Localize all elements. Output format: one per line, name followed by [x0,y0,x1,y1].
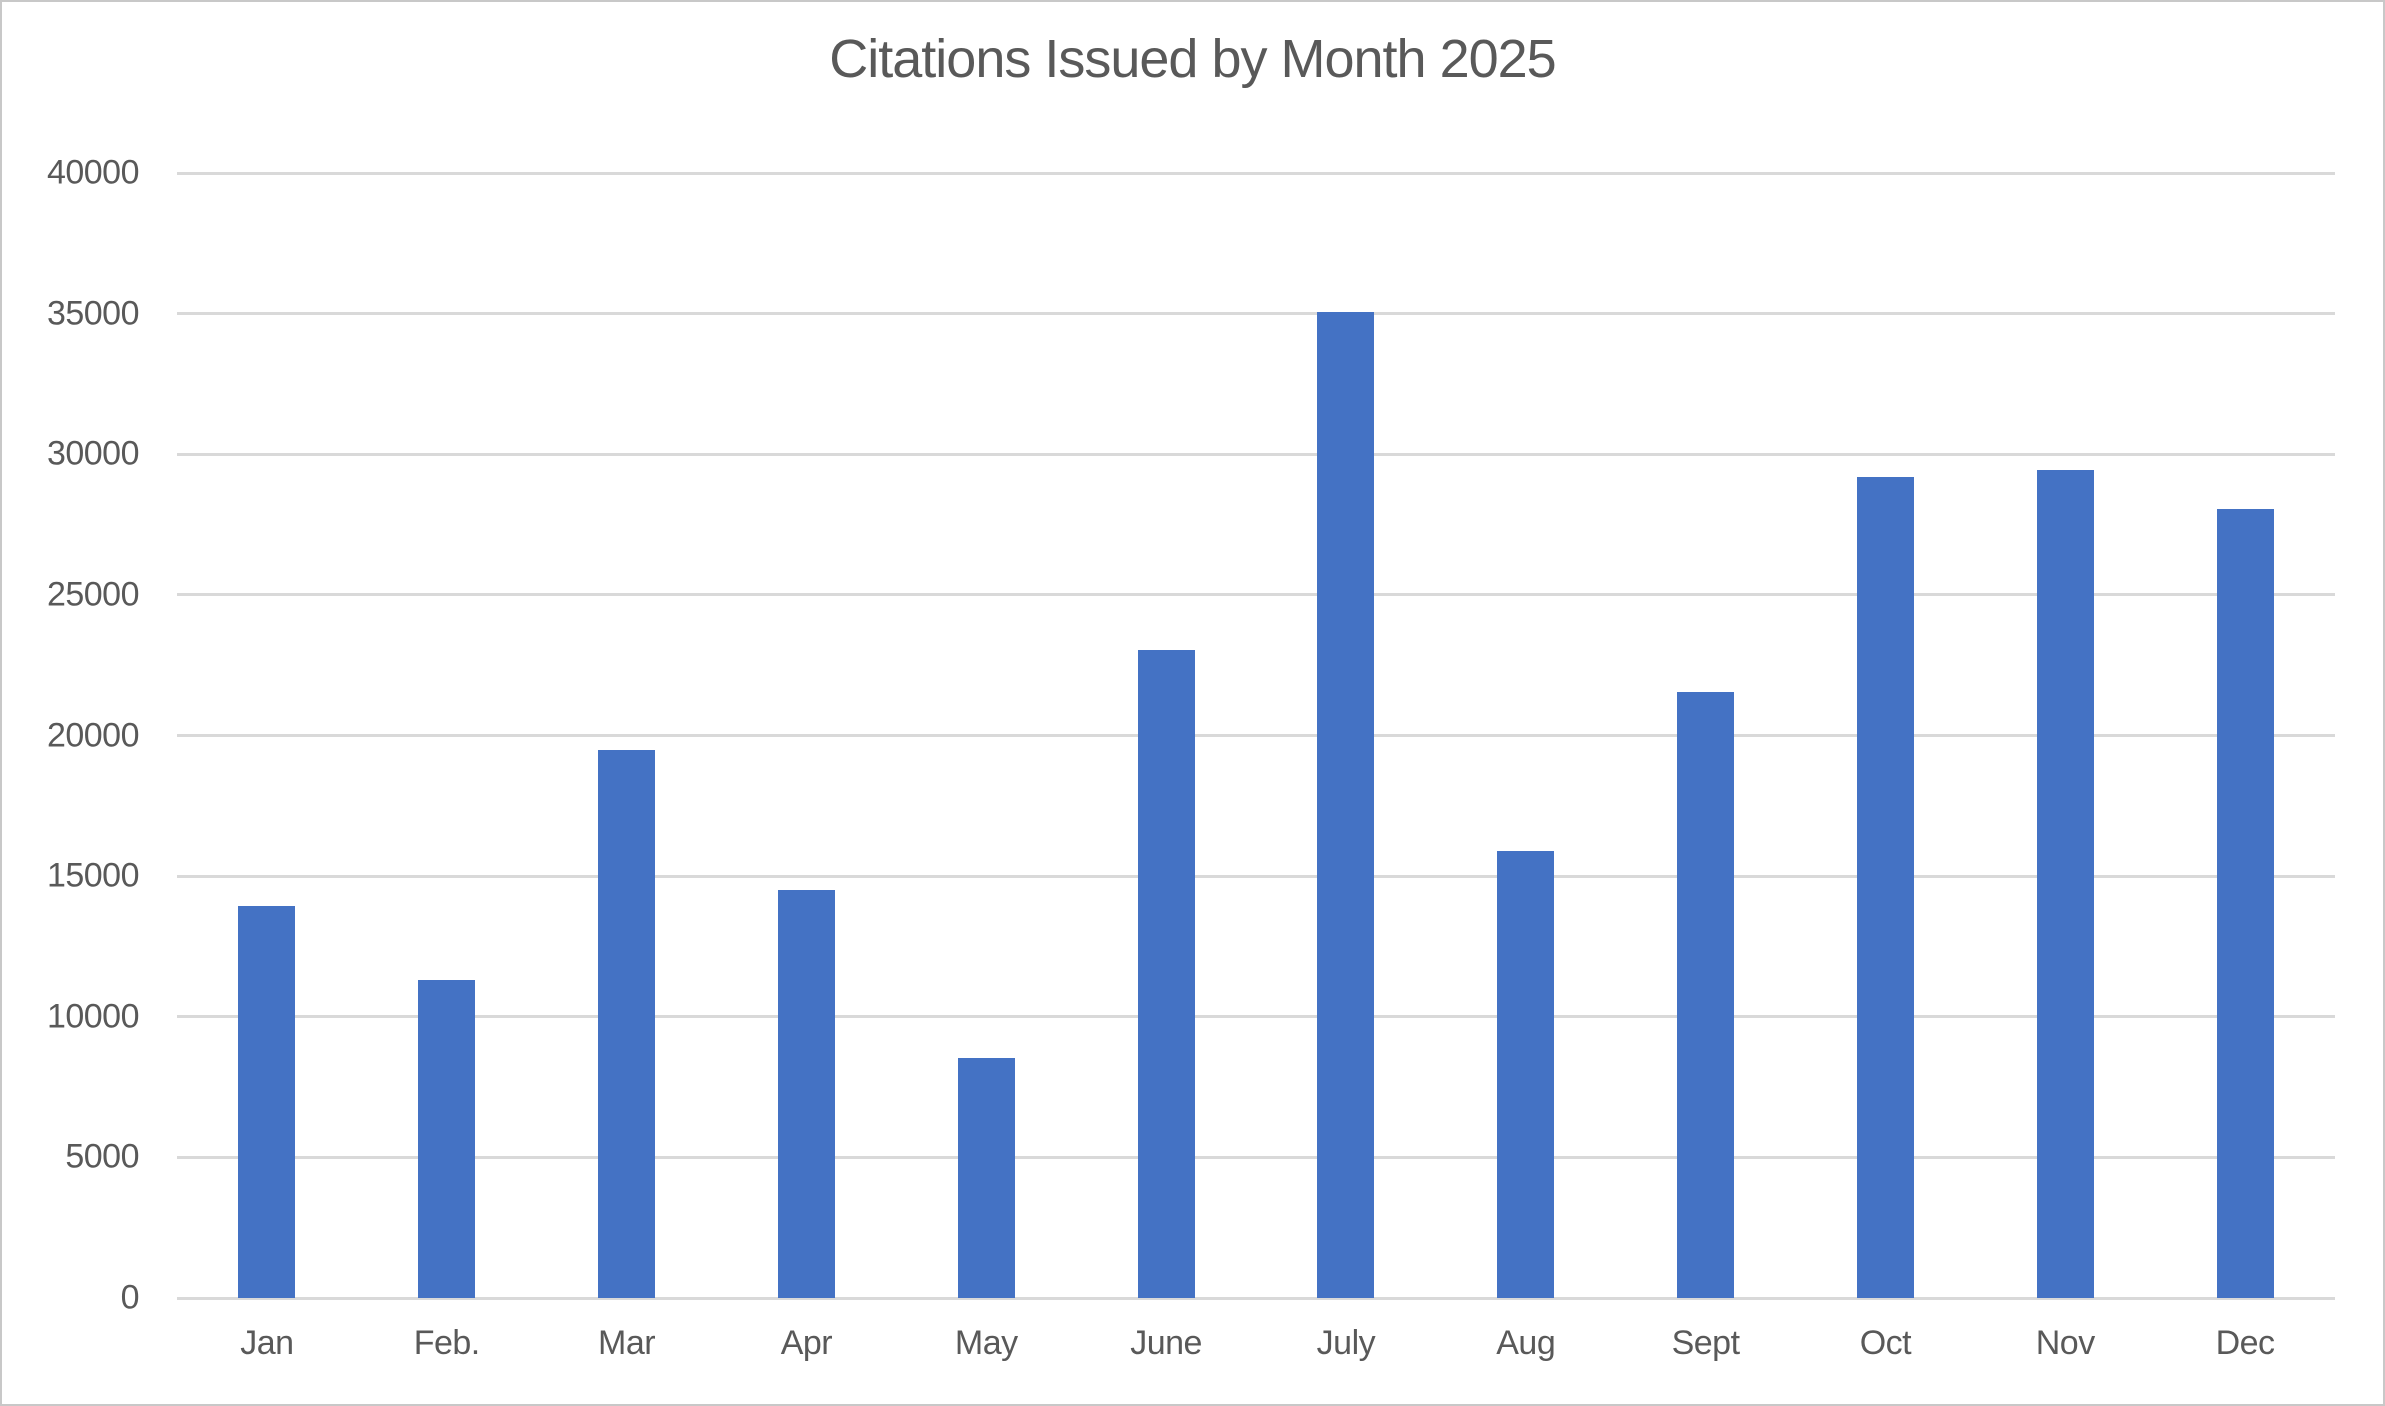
bar-sept[interactable] [1677,691,1735,1298]
gridline [177,1015,2335,1019]
x-axis-tick-label: Jan [240,1324,294,1362]
x-axis-tick-label: Aug [1496,1324,1556,1362]
gridline [177,171,2335,175]
y-axis-tick-label: 35000 [46,294,140,333]
bar-apr[interactable] [777,890,835,1298]
bar-dec[interactable] [2216,509,2274,1298]
y-axis-tick-label: 10000 [46,997,140,1036]
y-axis-tick-label: 0 [120,1278,140,1317]
gridline [177,734,2335,737]
x-axis-tick-label: May [954,1324,1018,1362]
gridline [177,1155,2335,1159]
x-axis-tick-label: July [1316,1324,1376,1362]
chart-title: Citations Issued by Month 2025 [829,29,1556,89]
y-axis-tick-label: 5000 [65,1137,139,1176]
bar-feb[interactable] [418,980,476,1298]
x-axis-tick-label: Dec [2215,1324,2275,1362]
gridline [177,593,2335,597]
gridline [177,312,2335,316]
gridline [177,1296,2335,1300]
bar-may[interactable] [957,1057,1015,1298]
y-axis-tick-label: 20000 [46,716,140,754]
y-axis-tick-label: 25000 [46,575,140,614]
bar-mar[interactable] [598,749,656,1298]
bar-july[interactable] [1317,312,1375,1298]
bar-nov[interactable] [2036,469,2094,1298]
x-axis-tick-label: Apr [780,1324,833,1362]
gridline [177,874,2335,878]
y-axis-tick-label: 30000 [46,434,140,473]
bar-jan[interactable] [238,905,296,1298]
bar-aug[interactable] [1497,850,1555,1298]
y-axis-tick-label: 40000 [46,153,140,192]
x-axis-tick-label: Mar [598,1324,656,1362]
x-axis-tick-label: Nov [2035,1324,2095,1362]
x-axis-tick-label: Feb. [413,1324,481,1362]
gridline [177,452,2335,456]
y-axis-tick-label: 15000 [46,856,140,895]
bar-june[interactable] [1137,649,1195,1298]
bar-oct[interactable] [1856,476,1914,1298]
x-axis-tick-label: June [1130,1324,1202,1362]
x-axis-tick-label: Oct [1859,1324,1912,1362]
x-axis-tick-label: Sept [1671,1324,1740,1362]
